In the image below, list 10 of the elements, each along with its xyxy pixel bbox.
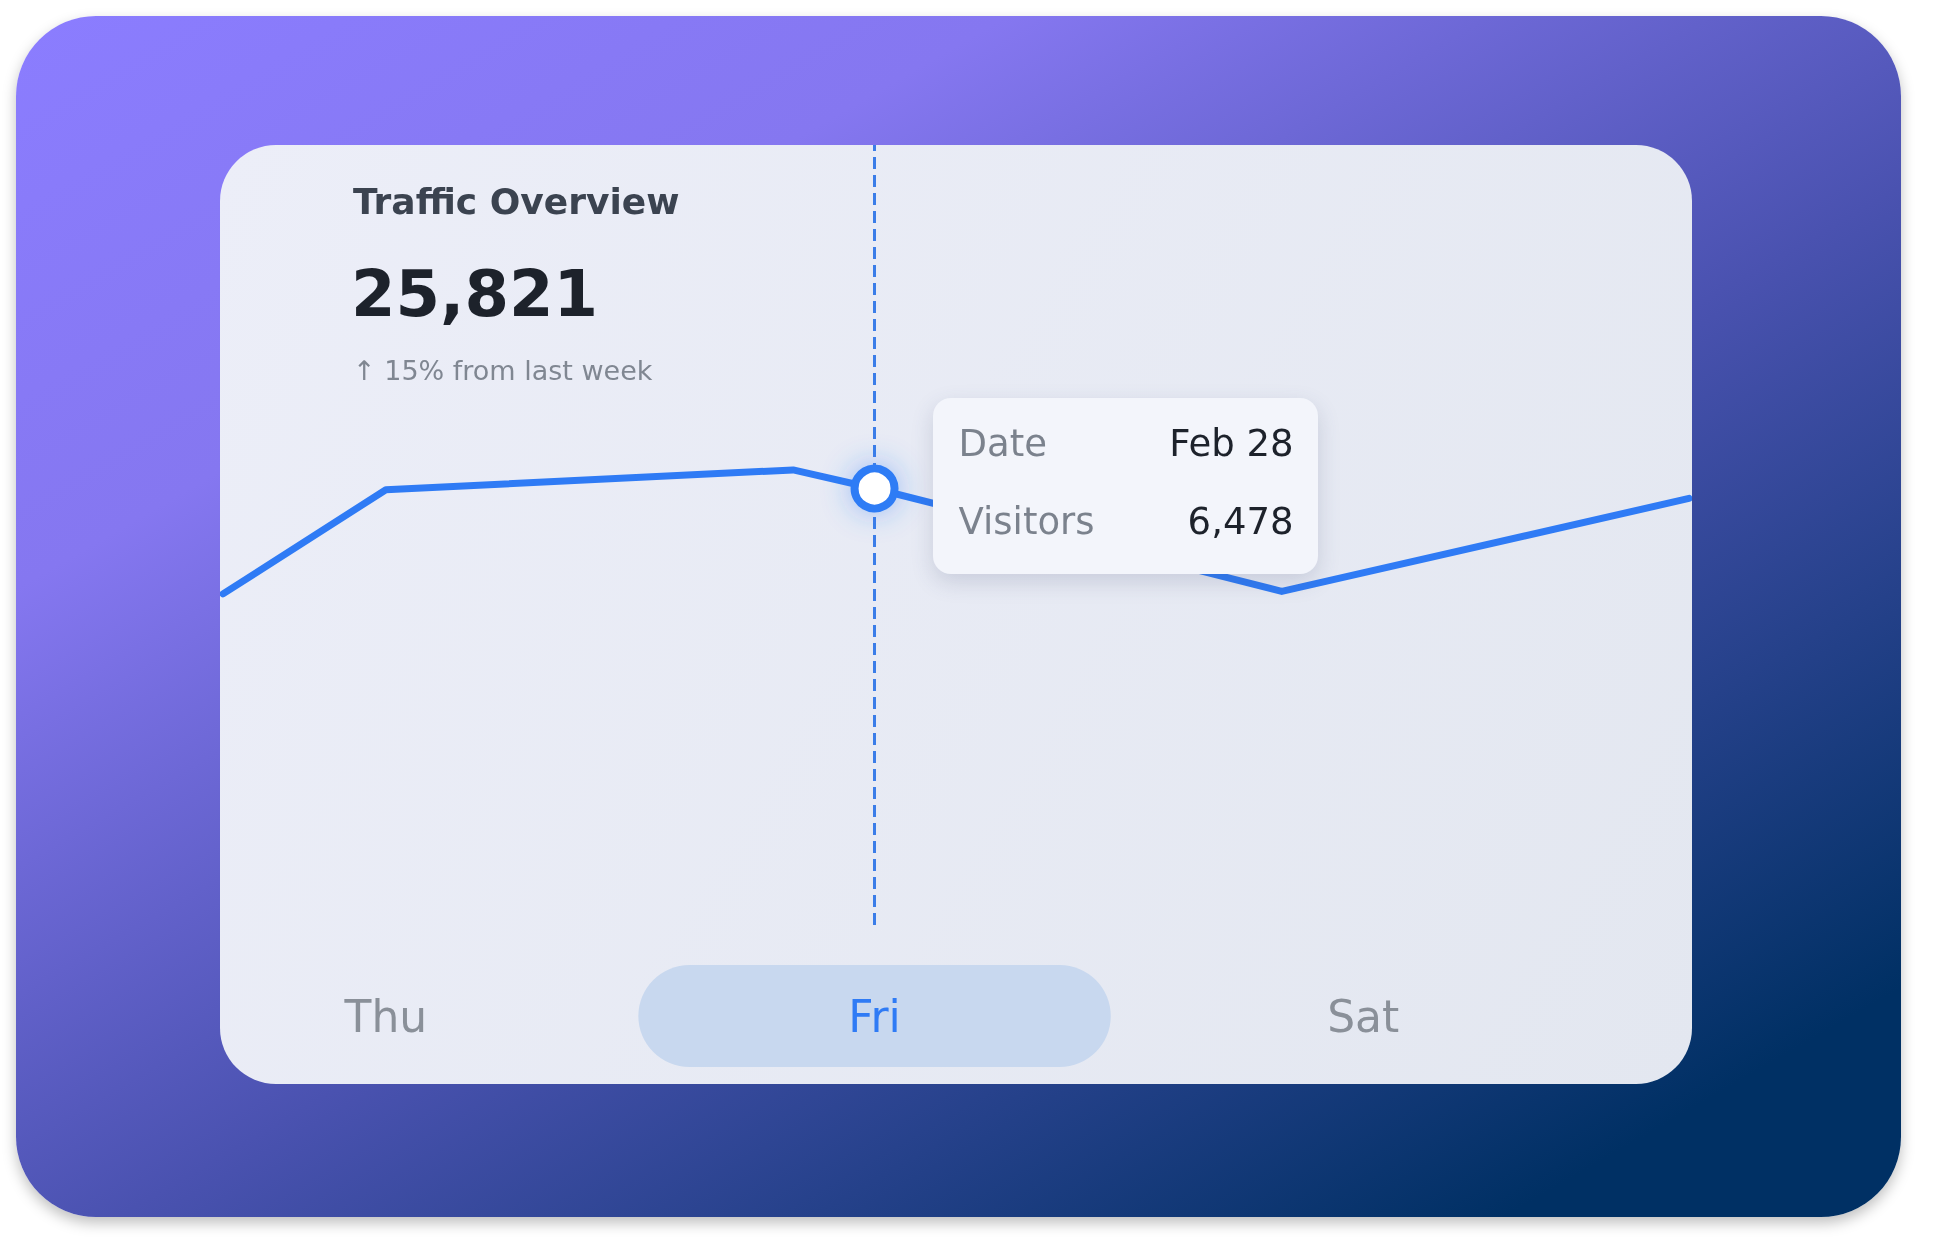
text: Feb 28	[1169, 422, 1294, 466]
x-tick-label: Thu	[343, 990, 428, 1042]
chart-subtitle: 25,821	[351, 257, 598, 331]
x-tick-label: Sat	[1327, 990, 1400, 1042]
annotation: Visitors	[958, 500, 1095, 544]
chart-title: Traffic Overview	[353, 181, 680, 222]
text: Date	[958, 422, 1047, 466]
text: ↑ 15% from last week	[353, 355, 653, 386]
annotation: 6,478	[1187, 500, 1294, 544]
x-tick-label: Fri	[848, 990, 901, 1042]
